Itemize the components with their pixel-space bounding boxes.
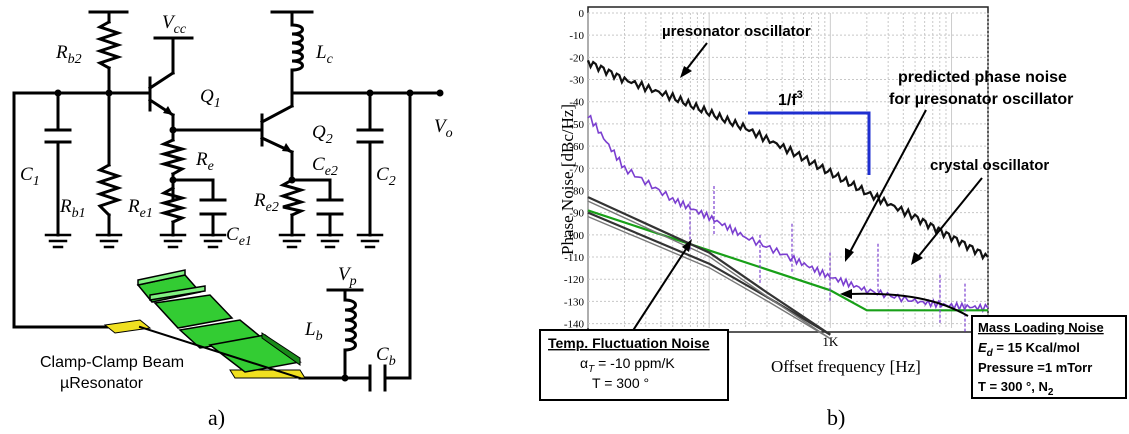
label-rb2: Rb2 [55, 42, 82, 67]
capacitor-cb [368, 364, 387, 392]
arrow-uresonator [685, 42, 708, 71]
inductor-lb [343, 298, 357, 352]
y-tick-label: -90 [569, 208, 584, 220]
series-temp-fluctuation-noise [587, 211, 831, 336]
y-tick-label: -20 [569, 52, 584, 64]
resistor-re2 [278, 177, 307, 217]
label-re: Re [195, 149, 214, 174]
y-tick-label: -140 [564, 319, 585, 331]
arrowhead-crystal [911, 252, 923, 265]
resonator-beam [103, 269, 306, 380]
mass-box-pressure: Pressure =1 mTorr [978, 360, 1092, 375]
y-tick-label: -40 [569, 97, 584, 109]
x-axis-label: Offset frequency [Hz] [771, 357, 921, 376]
label-c1: C1 [20, 164, 40, 189]
capacitor-c1 [44, 128, 72, 144]
temp-box-alpha: αT = -10 ppm/K [580, 355, 675, 375]
y-tick-label: -130 [564, 296, 585, 308]
label-re1: Re1 [127, 196, 153, 221]
label-rb1: Rb1 [59, 196, 86, 221]
label-vcc: Vcc [162, 12, 187, 37]
series-temp-fluctuation-noise-trace [587, 215, 831, 340]
label-q2: Q2 [312, 122, 333, 147]
inductor-lc [290, 23, 304, 72]
label-cb: Cb [376, 344, 396, 369]
annotation-uresonator: µresonator oscillator [662, 23, 811, 40]
mass-box-T: T = 300 °, N2 [978, 379, 1054, 398]
y-tick-label: -50 [569, 119, 584, 131]
annotation-crystal: crystal oscillator [930, 157, 1049, 174]
y-tick-label: -70 [569, 163, 584, 175]
arrowhead-temp [682, 239, 692, 252]
capacitor-ce2 [316, 198, 344, 216]
y-tick-labels: 0 -10 -20 -30 -40 -50 -60 -70 -80 -90 -100 -110 -120… [564, 8, 585, 331]
annotation-predicted-line1: predicted phase noise [898, 69, 1067, 86]
arrowhead-predicted [845, 248, 854, 262]
label-re2: Re2 [253, 190, 279, 215]
label-c2: C2 [376, 164, 396, 189]
slope-label: 1/f3 [778, 89, 803, 109]
mass-box-ed: Ed = 15 Kcal/mol [978, 340, 1080, 359]
y-axis-label: Phase Noise [dBc/Hz] [558, 104, 577, 255]
resonator-label-line1: Clamp-Clamp Beam [40, 354, 184, 371]
label-q1: Q1 [200, 86, 221, 111]
circuit-panel: Vcc Rb2 Q1 Lc Q2 Re Vo Ce2 C1 C2 Rb1 Re1… [12, 10, 453, 430]
series-uresonator-oscillator [586, 59, 989, 261]
junction-dots [54, 89, 444, 382]
temp-fluctuation-box: Temp. Fluctuation Noise αT = -10 ppm/K T… [539, 329, 729, 401]
label-lb: Lb [304, 319, 323, 344]
series-mass-loading-noise [587, 196, 831, 336]
arrow-crystal [917, 177, 983, 258]
capacitor-ce1 [199, 198, 227, 216]
slope-marker [748, 111, 871, 175]
chart-series [586, 59, 989, 340]
y-tick-label: 0 [579, 8, 585, 20]
temp-box-T: T = 300 ° [592, 375, 649, 391]
resonator-label-line2: µResonator [60, 375, 144, 392]
phase-noise-chart: 0 -10 -20 -30 -40 -50 -60 -70 -80 -90 -100 -110 -120… [539, 6, 1127, 430]
caption-b: b) [827, 405, 845, 430]
y-tick-label: -60 [569, 141, 584, 153]
mass-loading-box: Mass Loading Noise Ed = 15 Kcal/mol Pres… [971, 315, 1127, 399]
arrowhead-uresonator [680, 66, 692, 78]
q2-emitter-arrow [282, 143, 292, 152]
y-tick-label: -30 [569, 75, 584, 87]
x-tick-label: 1K [822, 334, 839, 349]
arrow-predicted [849, 109, 927, 253]
series-mass-loading-noise-trace [587, 200, 831, 340]
resistor-rb2 [95, 19, 123, 71]
annotation-predicted-line2: for µresonator oscillator [889, 91, 1073, 108]
label-lc: Lc [315, 42, 334, 67]
label-vo: Vo [434, 116, 453, 141]
y-tick-label: -110 [564, 252, 584, 264]
resistor-re1 [158, 185, 188, 224]
arrowhead-mass [840, 289, 852, 299]
resistor-re [158, 138, 188, 177]
q1-emitter-arrow [163, 106, 173, 115]
resistor-rb1 [95, 162, 123, 218]
arrow-mass [847, 292, 969, 317]
temp-box-title: Temp. Fluctuation Noise [548, 335, 710, 351]
arrow-temp [631, 245, 689, 333]
y-tick-label: -120 [564, 274, 585, 286]
series-crystal-oscillator [587, 114, 989, 314]
label-ce2: Ce2 [312, 154, 338, 179]
y-tick-label: -100 [564, 230, 585, 242]
chart-grid [587, 12, 989, 328]
y-tick-label: -80 [569, 185, 584, 197]
capacitor-c2 [356, 128, 384, 144]
caption-a: a) [208, 405, 225, 430]
label-vp: Vp [338, 264, 357, 289]
ground-symbols [44, 233, 384, 249]
plot-frame [587, 6, 989, 333]
label-ce1: Ce1 [226, 224, 252, 249]
y-tick-label: -10 [569, 30, 584, 42]
mass-box-title: Mass Loading Noise [978, 320, 1104, 335]
circuit-wires [12, 10, 442, 380]
